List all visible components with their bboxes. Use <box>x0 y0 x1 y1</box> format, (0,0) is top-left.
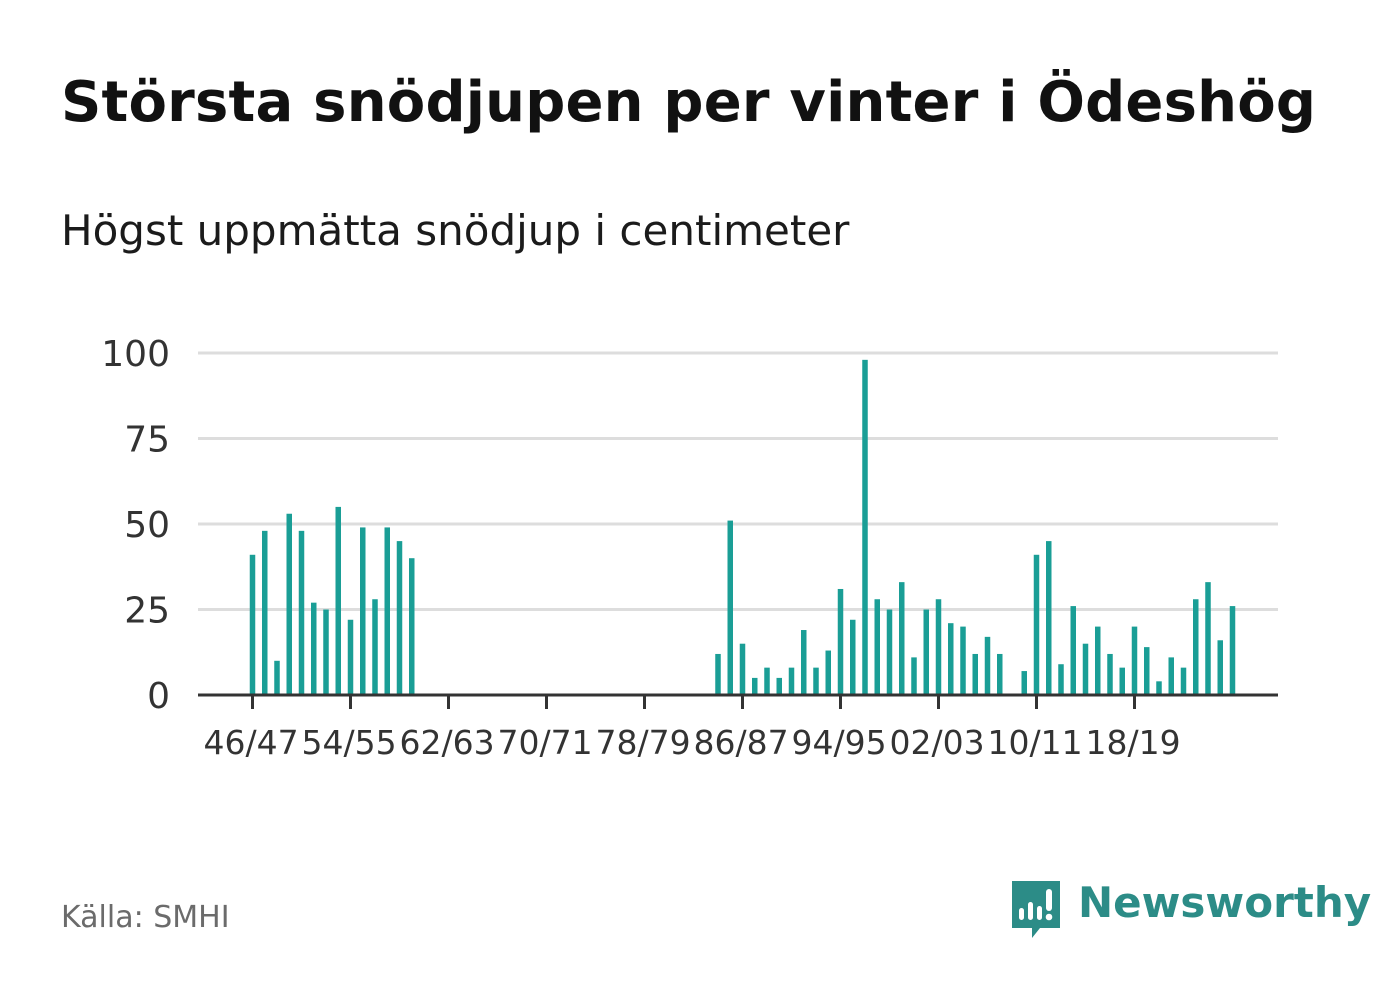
bar <box>1144 647 1150 695</box>
bar <box>1168 657 1174 695</box>
bar <box>1046 541 1052 695</box>
bar <box>311 602 317 695</box>
chart-subtitle: Högst uppmätta snödjup i centimeter <box>61 206 850 255</box>
x-tick-label: 02/03 <box>890 723 985 762</box>
bar <box>1058 664 1064 695</box>
bar <box>948 623 954 695</box>
bar <box>752 677 758 695</box>
bar <box>323 609 329 695</box>
bar <box>899 582 905 695</box>
x-tick-label: 86/87 <box>694 723 789 762</box>
bar <box>396 541 403 695</box>
bar <box>715 653 721 695</box>
chart-title: Största snödjupen per vinter i Ödeshög <box>61 70 1317 135</box>
brand-name: Newsworthy <box>1078 878 1372 927</box>
bar <box>1131 626 1138 695</box>
bar <box>997 653 1003 695</box>
bar <box>249 554 256 695</box>
y-tick-label: 75 <box>124 420 170 461</box>
bar <box>274 660 280 695</box>
y-axis-ticks: 0 25 50 75 100 <box>101 334 170 717</box>
x-tick-label: 18/19 <box>1086 723 1181 762</box>
x-tick-label: 70/71 <box>498 723 593 762</box>
bar <box>727 520 733 695</box>
bar <box>1107 653 1113 695</box>
bar <box>1082 643 1089 695</box>
newsworthy-logo-icon <box>1012 881 1060 938</box>
bar <box>776 677 782 695</box>
bar <box>1095 626 1101 695</box>
bar <box>764 667 770 695</box>
bar <box>801 630 807 695</box>
bar <box>850 619 856 695</box>
x-tick-label: 94/95 <box>792 723 887 762</box>
bar <box>923 609 929 695</box>
bar <box>360 527 366 695</box>
bar <box>1156 681 1162 695</box>
bar <box>1205 582 1211 695</box>
x-tick-label: 10/11 <box>988 723 1083 762</box>
bar <box>372 599 378 695</box>
bars <box>249 359 1236 695</box>
bar <box>825 650 831 695</box>
bar <box>911 657 917 695</box>
bar <box>347 619 354 695</box>
bar <box>1119 667 1125 695</box>
bar <box>1021 671 1027 695</box>
bar <box>960 626 966 695</box>
bar <box>335 506 341 695</box>
bar <box>1033 554 1040 695</box>
bar <box>972 653 978 695</box>
bar <box>837 588 844 695</box>
bar <box>1217 640 1223 695</box>
x-tick-label: 46/47 <box>204 723 299 762</box>
gridlines <box>198 351 1278 611</box>
bar <box>984 636 991 695</box>
bar <box>886 609 893 695</box>
x-tick-label: 62/63 <box>400 723 495 762</box>
bar <box>286 513 292 695</box>
x-axis-ticks: 46/47 54/55 62/63 70/71 78/79 86/87 94/95 02/03… <box>204 695 1181 762</box>
bar <box>935 599 942 695</box>
bar <box>262 530 268 695</box>
bar <box>384 527 390 695</box>
brand: Newsworthy <box>1010 878 1371 940</box>
bar <box>813 667 819 695</box>
bar <box>1229 606 1236 695</box>
bar <box>1180 667 1187 695</box>
y-tick-label: 25 <box>124 591 170 632</box>
y-tick-label: 100 <box>101 334 170 375</box>
y-tick-label: 50 <box>124 505 170 546</box>
bar <box>298 530 305 695</box>
bar <box>874 599 880 695</box>
source-note: Källa: SMHI <box>61 900 230 935</box>
bar <box>788 667 795 695</box>
x-tick-label: 54/55 <box>302 723 397 762</box>
x-tick-label: 78/79 <box>596 723 691 762</box>
bar <box>1193 599 1199 695</box>
y-tick-label: 0 <box>147 676 170 717</box>
bar <box>739 643 746 695</box>
bar <box>1070 606 1076 695</box>
bar <box>862 359 868 695</box>
bar <box>409 558 415 695</box>
